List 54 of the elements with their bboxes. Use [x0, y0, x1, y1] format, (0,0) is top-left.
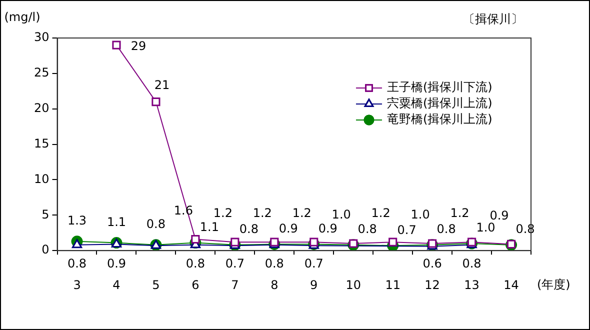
y-axis-title: (mg/l)	[4, 10, 40, 24]
data-label: 1.1	[200, 220, 219, 234]
data-label: 1.2	[371, 206, 390, 220]
x-tick-label: 11	[385, 278, 400, 292]
y-tick-label: 20	[34, 100, 50, 115]
legend-label: 宍粟橋(揖保川上流)	[387, 96, 492, 110]
x-tick-label: 12	[424, 278, 440, 292]
data-label: 1.0	[410, 208, 430, 222]
data-label: 1.0	[476, 220, 496, 235]
x-tick-label: 13	[464, 278, 480, 292]
data-label: 1.2	[252, 206, 272, 220]
x-tick-label: 8	[270, 278, 278, 292]
data-label: 0.6	[422, 256, 442, 271]
data-label: 0.8	[264, 256, 284, 271]
data-label: 0.9	[106, 256, 126, 271]
data-label: 21	[154, 78, 170, 92]
data-label: 0.8	[146, 217, 166, 232]
x-tick-label: 4	[112, 278, 120, 292]
data-label: 1.0	[332, 208, 351, 222]
data-label: 0.9	[490, 208, 509, 222]
x-tick-label: 14	[504, 278, 519, 292]
data-label: 1.2	[450, 206, 470, 220]
data-label: 0.9	[318, 221, 338, 236]
x-tick-label: 3	[73, 278, 81, 292]
legend-label: 竜野橋(揖保川上流)	[387, 112, 492, 126]
data-label: 0.8	[239, 222, 258, 236]
x-axis-title: (年度)	[537, 278, 570, 292]
data-label: 1.3	[67, 214, 87, 228]
x-tick-label: 9	[310, 278, 318, 292]
data-label: 0.9	[278, 221, 298, 236]
y-tick-label: 0	[42, 242, 50, 257]
data-label: 0.8	[436, 222, 456, 236]
data-label: 1.1	[106, 214, 126, 229]
x-tick-label: 7	[231, 278, 239, 292]
y-tick-label: 25	[34, 66, 50, 80]
y-tick-label: 15	[34, 136, 50, 150]
data-label: 0.7	[397, 222, 416, 237]
data-label: 0.7	[225, 256, 244, 271]
data-label: 0.8	[358, 222, 377, 236]
chart-title: 〔揖保川〕	[463, 12, 523, 26]
data-label: 0.8	[186, 256, 205, 271]
data-label: 0.8	[67, 256, 87, 271]
data-label: 1.2	[213, 206, 232, 220]
y-tick-label: 5	[42, 207, 50, 222]
data-label: 0.7	[304, 256, 324, 271]
data-label: 29	[130, 39, 146, 54]
x-tick-label: 6	[192, 278, 200, 292]
data-label: 0.8	[462, 256, 482, 271]
y-tick-label: 30	[34, 30, 50, 44]
x-tick-label: 5	[152, 278, 160, 292]
y-tick-label: 10	[34, 172, 50, 186]
data-label: 1.2	[292, 206, 312, 220]
x-tick-label: 10	[346, 278, 361, 292]
legend-label: 王子橋(揖保川下流)	[387, 80, 492, 94]
